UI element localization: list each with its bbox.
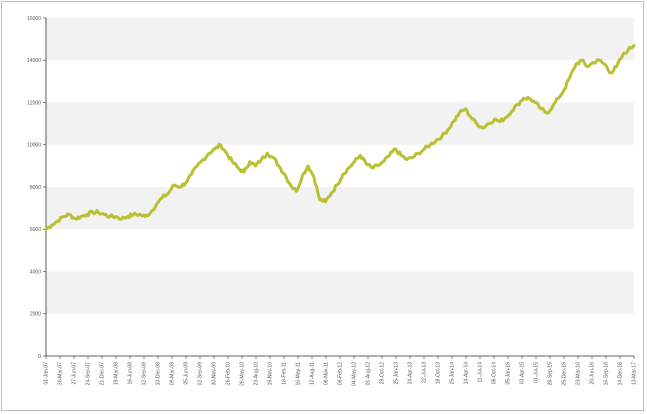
x-tick-label: 01-Jul-15	[534, 362, 540, 383]
x-tick-label: 16-Jun-08	[128, 362, 134, 385]
x-tick-label: 05-Jan-15	[506, 362, 512, 385]
x-tick-label: 09-Mar-09	[170, 362, 176, 385]
x-tick-label: 14-Dec-16	[618, 362, 624, 386]
grid-bands	[46, 18, 634, 314]
x-tick-label: 14-Apr-14	[464, 362, 470, 384]
y-tick-label: 2000	[30, 312, 41, 318]
x-tick-label: 21-Dec-07	[100, 362, 106, 386]
y-tick-label: 6000	[30, 227, 41, 233]
x-tick-label: 24-Apr-13	[408, 362, 414, 384]
y-tick-label: 4000	[30, 269, 41, 275]
grid-band	[46, 272, 634, 314]
x-tick-label: 19-Mar-08	[114, 362, 120, 385]
x-tick-label: 12-Aug-11	[310, 362, 316, 385]
x-tick-label: 16-May-11	[296, 362, 302, 386]
grid-band	[46, 103, 634, 145]
x-tick-label: 03-Apr-15	[520, 362, 526, 384]
x-tick-label: 29-Oct-12	[380, 362, 386, 384]
x-tick-label: 05-Jun-09	[184, 362, 190, 385]
x-tick-label: 26-Feb-10	[226, 362, 232, 385]
x-tick-label: 06-Feb-12	[338, 362, 344, 385]
x-tick-label: 18-Oct-13	[436, 362, 442, 384]
x-tick-label: 25-Dec-15	[562, 362, 568, 386]
y-tick-label: 10000	[27, 143, 41, 149]
x-tick-label: 13-Mar-17	[632, 362, 638, 385]
x-tick-label: 16-Sep-16	[604, 362, 610, 386]
x-tick-label: 12-Sep-08	[142, 362, 148, 386]
x-tick-label: 27-Jun-07	[72, 362, 78, 385]
x-tick-label: 10-Dec-08	[156, 362, 162, 386]
x-tick-label: 23-Aug-10	[254, 362, 260, 386]
x-tick-label: 16-Feb-11	[282, 362, 288, 385]
x-tick-label: 22-Jul-13	[422, 362, 428, 383]
x-tick-label: 01-Jan-07	[44, 362, 50, 385]
y-tick-label: 12000	[27, 100, 41, 106]
grid-band	[46, 187, 634, 229]
y-axis-ticks: 0 2000 4000 6000 8000 10000 12000 14000 16000	[27, 16, 46, 360]
grid-band	[46, 18, 634, 60]
x-tick-label: 25-Jan-13	[394, 362, 400, 385]
x-tick-label: 28-Sep-15	[548, 362, 554, 386]
x-tick-label: 20-Jun-16	[590, 362, 596, 385]
x-tick-label: 30-Mar-07	[58, 362, 64, 385]
x-tick-label: 24-Sep-07	[86, 362, 92, 386]
x-tick-label: 26-May-10	[240, 362, 246, 386]
x-tick-label: 04-May-12	[352, 362, 358, 386]
y-tick-label: 16000	[27, 16, 41, 22]
x-tick-label: 09-Nov-11	[324, 362, 330, 385]
x-tick-label: 11-Jul-14	[478, 362, 484, 383]
x-tick-label: 08-Oct-14	[492, 362, 498, 384]
y-tick-label: 8000	[30, 185, 41, 191]
x-tick-label: 15-Jan-14	[450, 362, 456, 385]
x-tick-label: 19-Nov-10	[268, 362, 274, 386]
x-tick-label: 23-Mar-16	[576, 362, 582, 385]
x-axis-ticks: 01-Jan-07 30-Mar-07 27-Jun-07 24-Sep-07 21-D…	[44, 356, 638, 386]
y-tick-label: 14000	[27, 58, 41, 64]
x-tick-label: 02-Sep-09	[198, 362, 204, 386]
x-tick-label: 01-Aug-12	[366, 362, 372, 386]
y-tick-label: 0	[38, 354, 41, 360]
x-tick-label: 30-Nov-09	[212, 362, 218, 386]
